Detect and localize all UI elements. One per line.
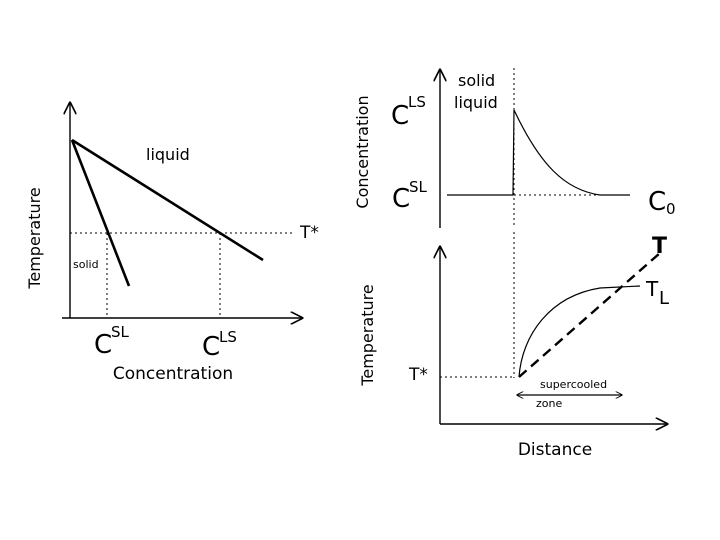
svg-text:C: C: [94, 330, 112, 360]
top-c-sl-label: C SL: [392, 178, 428, 214]
bottom-t-star-label: T*: [408, 365, 428, 385]
svg-text:C: C: [392, 184, 410, 214]
c0-label: C 0: [648, 187, 676, 218]
tl-label: T L: [645, 277, 669, 309]
svg-text:SL: SL: [111, 323, 130, 341]
actual-temperature-line: [518, 252, 661, 378]
svg-text:0: 0: [666, 200, 676, 218]
left-phase-diagram: Temperature Concentration liquid solid T…: [25, 103, 319, 384]
left-c-sl-label: C SL: [94, 323, 130, 360]
top-c-ls-label: C LS: [391, 93, 426, 131]
top-liquid-label: liquid: [454, 93, 498, 112]
left-y-axis-label: Temperature: [25, 187, 44, 289]
top-solid-label: solid: [458, 71, 495, 90]
temperature-profile: supercooled zone Temperature Distance T*…: [358, 232, 669, 460]
svg-text:L: L: [659, 288, 669, 309]
concentration-profile: Concentration solid liquid C LS C SL C 0: [353, 68, 676, 228]
concentration-curve: [447, 109, 630, 196]
left-x-axis-label: Concentration: [113, 364, 233, 384]
solid-region-label: solid: [73, 258, 99, 271]
svg-text:LS: LS: [219, 328, 237, 346]
svg-text:T: T: [645, 277, 659, 301]
svg-text:C: C: [202, 332, 220, 362]
supercooled-label: supercooled: [540, 378, 607, 391]
conc-y-axis-label: Concentration: [353, 95, 372, 208]
t-label: T: [652, 234, 667, 259]
distance-axis-label: Distance: [518, 440, 592, 460]
left-t-star-label: T*: [299, 223, 319, 243]
liquidus-line: [71, 138, 264, 262]
svg-text:LS: LS: [408, 93, 426, 111]
solidus-line: [70, 139, 131, 287]
zone-label: zone: [536, 397, 562, 410]
left-c-ls-label: C LS: [202, 328, 237, 362]
svg-text:SL: SL: [409, 178, 428, 196]
liquidus-temperature-curve: [518, 285, 641, 378]
svg-text:C: C: [648, 187, 666, 217]
svg-text:C: C: [391, 101, 409, 131]
temp-y-axis-label: Temperature: [358, 284, 377, 386]
liquid-region-label: liquid: [146, 145, 190, 164]
